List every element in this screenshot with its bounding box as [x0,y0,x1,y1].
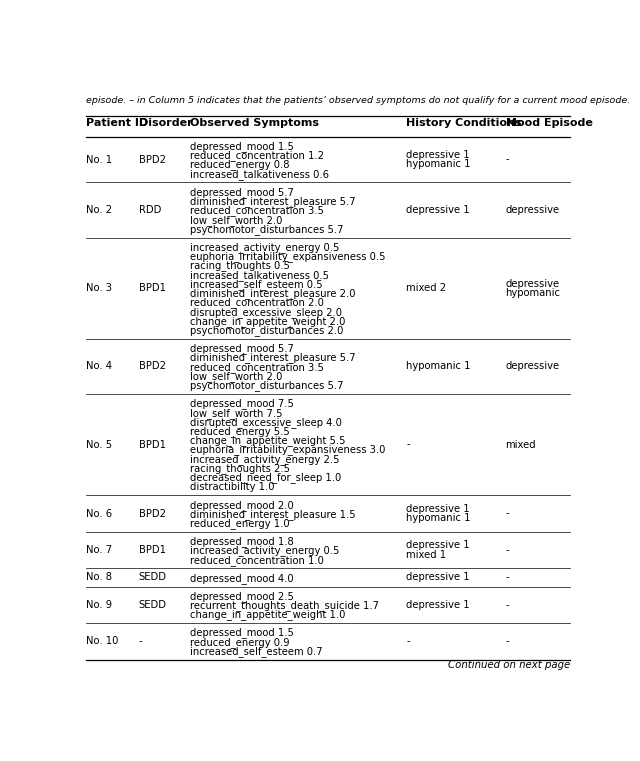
Text: reduced_energy 0.8: reduced_energy 0.8 [190,160,290,170]
Text: depressed_mood 2.0: depressed_mood 2.0 [190,500,294,511]
Text: SEDD: SEDD [138,600,166,610]
Text: racing_thoughts 0.5: racing_thoughts 0.5 [190,260,290,272]
Text: -: - [138,636,142,646]
Text: euphoria_irritability_expansiveness 0.5: euphoria_irritability_expansiveness 0.5 [190,251,386,262]
Text: -: - [506,572,509,582]
Text: increased_activity_energy 2.5: increased_activity_energy 2.5 [190,454,340,465]
Text: depressive: depressive [506,279,560,288]
Text: -: - [506,508,509,518]
Text: psychomotor_disturbances 5.7: psychomotor_disturbances 5.7 [190,380,344,391]
Text: Observed Symptoms: Observed Symptoms [190,118,319,128]
Text: increased_talkativeness 0.6: increased_talkativeness 0.6 [190,169,329,180]
Text: reduced_concentration 1.0: reduced_concentration 1.0 [190,555,324,565]
Text: reduced_energy 0.9: reduced_energy 0.9 [190,637,290,648]
Text: No. 6: No. 6 [86,508,112,518]
Text: reduced_energy 1.0: reduced_energy 1.0 [190,518,290,529]
Text: reduced_energy 5.5: reduced_energy 5.5 [190,426,290,437]
Text: depressed_mood 1.5: depressed_mood 1.5 [190,628,294,638]
Text: depressed_mood 4.0: depressed_mood 4.0 [190,573,294,584]
Text: depressive: depressive [506,361,560,371]
Text: episode. – in Column 5 indicates that the patients’ observed symptoms do not qua: episode. – in Column 5 indicates that th… [86,96,630,105]
Text: mixed: mixed [506,440,536,450]
Text: reduced_concentration 3.5: reduced_concentration 3.5 [190,205,324,216]
Text: Disorder: Disorder [138,118,192,128]
Text: increased_self_esteem 0.5: increased_self_esteem 0.5 [190,279,323,290]
Text: BPD1: BPD1 [138,440,166,450]
Text: No. 1: No. 1 [86,154,112,164]
Text: increased_activity_energy 0.5: increased_activity_energy 0.5 [190,546,339,556]
Text: BPD2: BPD2 [138,154,166,164]
Text: Mood Episode: Mood Episode [506,118,593,128]
Text: depressed_mood 1.8: depressed_mood 1.8 [190,537,294,547]
Text: depressive 1: depressive 1 [406,150,470,160]
Text: mixed 1: mixed 1 [406,549,447,560]
Text: increased_talkativeness 0.5: increased_talkativeness 0.5 [190,269,329,281]
Text: No. 7: No. 7 [86,545,112,555]
Text: depressive 1: depressive 1 [406,205,470,215]
Text: No. 4: No. 4 [86,361,112,371]
Text: recurrent_thoughts_death_suicide 1.7: recurrent_thoughts_death_suicide 1.7 [190,600,379,611]
Text: diminished_interest_pleasure 5.7: diminished_interest_pleasure 5.7 [190,196,356,207]
Text: change_in_appetite_weight 1.0: change_in_appetite_weight 1.0 [190,610,346,620]
Text: Continued on next page: Continued on next page [448,661,570,670]
Text: diminished_interest_pleasure 2.0: diminished_interest_pleasure 2.0 [190,288,356,299]
Text: distractibility 1.0: distractibility 1.0 [190,482,275,492]
Text: reduced_concentration 2.0: reduced_concentration 2.0 [190,298,324,308]
Text: change_in_appetite_weight 2.0: change_in_appetite_weight 2.0 [190,316,346,326]
Text: low_self_worth 2.0: low_self_worth 2.0 [190,371,282,382]
Text: disrupted_excessive_sleep 2.0: disrupted_excessive_sleep 2.0 [190,307,342,317]
Text: History Conditions: History Conditions [406,118,522,128]
Text: -: - [406,636,410,646]
Text: RDD: RDD [138,205,161,215]
Text: -: - [506,545,509,555]
Text: reduced_concentration 3.5: reduced_concentration 3.5 [190,361,324,373]
Text: BPD1: BPD1 [138,283,166,293]
Text: decreased_need_for_sleep 1.0: decreased_need_for_sleep 1.0 [190,473,341,483]
Text: -: - [506,600,509,610]
Text: psychomotor_disturbances 5.7: psychomotor_disturbances 5.7 [190,224,344,235]
Text: No. 5: No. 5 [86,440,112,450]
Text: BPD2: BPD2 [138,508,166,518]
Text: BPD1: BPD1 [138,545,166,555]
Text: depressive: depressive [506,205,560,215]
Text: increased_self_esteem 0.7: increased_self_esteem 0.7 [190,646,323,657]
Text: No. 10: No. 10 [86,636,118,646]
Text: Patient ID: Patient ID [86,118,148,128]
Text: hypomanic 1: hypomanic 1 [406,159,471,169]
Text: depressed_mood 7.5: depressed_mood 7.5 [190,398,294,409]
Text: depressive 1: depressive 1 [406,600,470,610]
Text: No. 9: No. 9 [86,600,112,610]
Text: depressed_mood 5.7: depressed_mood 5.7 [190,343,294,354]
Text: No. 2: No. 2 [86,205,112,215]
Text: low_self_worth 7.5: low_self_worth 7.5 [190,408,283,419]
Text: BPD2: BPD2 [138,361,166,371]
Text: hypomanic 1: hypomanic 1 [406,513,471,523]
Text: increased_activity_energy 0.5: increased_activity_energy 0.5 [190,242,339,253]
Text: depressed_mood 5.7: depressed_mood 5.7 [190,187,294,198]
Text: -: - [506,154,509,164]
Text: racing_thoughts 2.5: racing_thoughts 2.5 [190,463,290,474]
Text: No. 3: No. 3 [86,283,112,293]
Text: mixed 2: mixed 2 [406,283,447,293]
Text: depressive 1: depressive 1 [406,572,470,582]
Text: depressed_mood 2.5: depressed_mood 2.5 [190,591,294,602]
Text: -: - [406,440,410,450]
Text: No. 8: No. 8 [86,572,112,582]
Text: depressive 1: depressive 1 [406,540,470,550]
Text: psychomotor_disturbances 2.0: psychomotor_disturbances 2.0 [190,325,344,336]
Text: euphoria_irritability_expansiveness 3.0: euphoria_irritability_expansiveness 3.0 [190,444,385,456]
Text: hypomanic: hypomanic [506,288,561,298]
Text: -: - [506,636,509,646]
Text: depressive 1: depressive 1 [406,504,470,514]
Text: depressed_mood 1.5: depressed_mood 1.5 [190,141,294,152]
Text: low_self_worth 2.0: low_self_worth 2.0 [190,215,282,225]
Text: change_in_appetite_weight 5.5: change_in_appetite_weight 5.5 [190,435,346,446]
Text: diminished_interest_pleasure 1.5: diminished_interest_pleasure 1.5 [190,509,356,520]
Text: diminished_interest_pleasure 5.7: diminished_interest_pleasure 5.7 [190,352,356,364]
Text: hypomanic 1: hypomanic 1 [406,361,471,371]
Text: reduced_concentration 1.2: reduced_concentration 1.2 [190,151,324,161]
Text: disrupted_excessive_sleep 4.0: disrupted_excessive_sleep 4.0 [190,417,342,428]
Text: SEDD: SEDD [138,572,166,582]
